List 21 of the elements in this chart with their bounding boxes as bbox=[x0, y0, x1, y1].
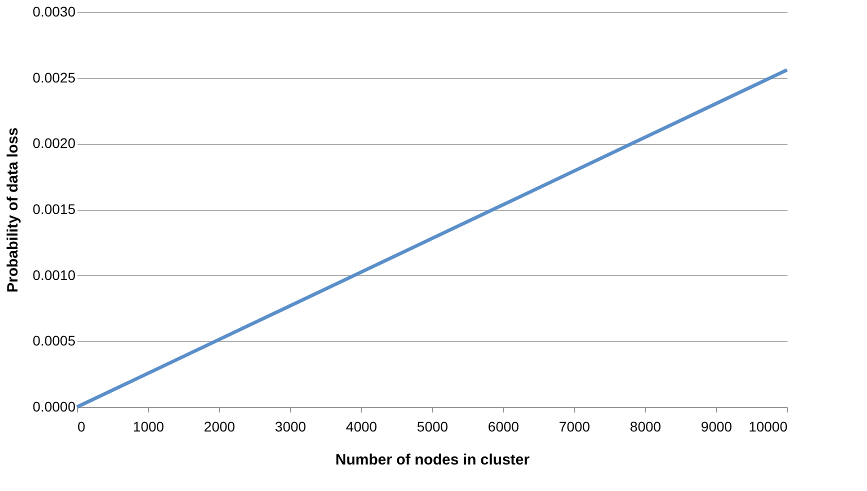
y-tick-label: 0.0025 bbox=[32, 69, 76, 86]
x-tick-label: 4000 bbox=[346, 418, 378, 434]
x-tick-label: 9000 bbox=[700, 418, 732, 434]
x-tick-label: 6000 bbox=[488, 418, 520, 434]
y-axis-title: Probability of data loss bbox=[4, 127, 22, 293]
y-tick-label: 0.0010 bbox=[32, 266, 76, 283]
y-tick-label: 0.0005 bbox=[32, 332, 76, 349]
x-tick-label: 5000 bbox=[416, 418, 448, 434]
x-axis-title: Number of nodes in cluster bbox=[335, 452, 530, 468]
x-tick-label: 0 bbox=[78, 418, 86, 434]
y-tick-label: 0.0030 bbox=[32, 4, 76, 20]
x-tick-label: 8000 bbox=[630, 418, 662, 434]
y-tick-label: 0.0000 bbox=[32, 398, 76, 414]
y-tick-label: 0.0015 bbox=[32, 201, 76, 217]
x-tick-label: 3000 bbox=[274, 418, 306, 434]
y-tick-label: 0.0020 bbox=[32, 135, 76, 152]
x-tick-label: 2000 bbox=[204, 418, 236, 434]
line-series bbox=[75, 68, 789, 409]
x-tick-label: 7000 bbox=[558, 418, 590, 434]
x-tick-label: 10000 bbox=[748, 418, 788, 434]
x-tick-label: 1000 bbox=[132, 418, 164, 434]
